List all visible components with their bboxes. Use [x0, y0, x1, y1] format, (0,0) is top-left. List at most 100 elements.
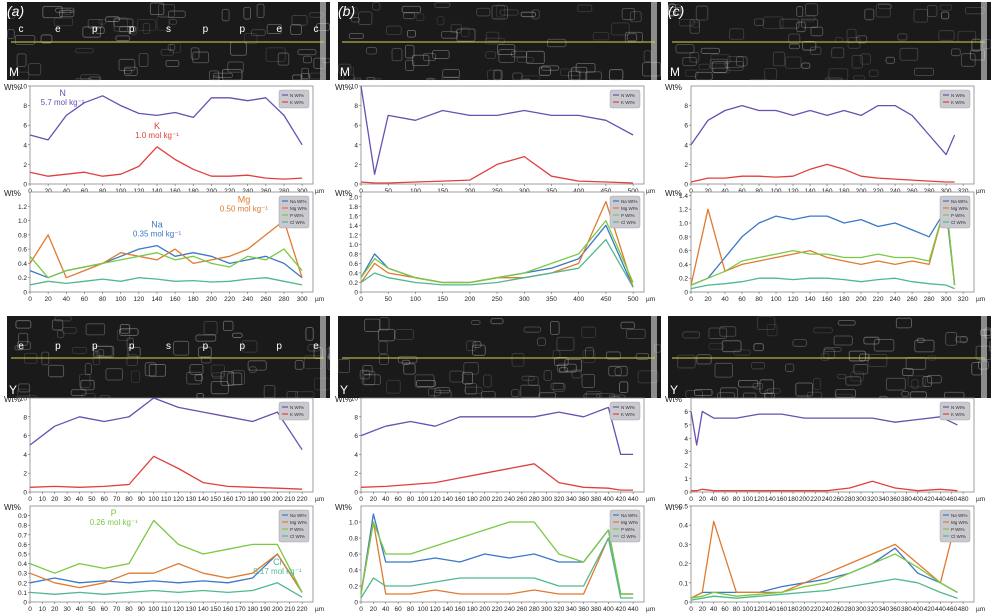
- cell-outline: [203, 321, 218, 335]
- cell-outline: [713, 66, 731, 74]
- cell-outline: [124, 66, 138, 76]
- x-tick-label: 180: [839, 296, 850, 303]
- cell-outline: [496, 4, 505, 18]
- x-tick-label: 50: [88, 496, 96, 503]
- cell-outline: [585, 71, 602, 81]
- annotation-P: P: [111, 508, 117, 518]
- x-tick-label: 320: [867, 606, 878, 613]
- x-tick-label: 300: [297, 188, 308, 195]
- y-tick-label: 1.0: [349, 520, 358, 527]
- cell-outline: [668, 4, 682, 12]
- cell-outline: [167, 44, 176, 51]
- plot-0-0-bottom: 0 0.2 0.4 0.6 0.8 1.0 1.2 0 20 40 60 80 100 120 140 160…: [4, 189, 324, 303]
- cell-outline: [28, 63, 42, 76]
- y-tick-label: 0.4: [349, 270, 358, 277]
- series-line-N: [29, 95, 303, 146]
- x-tick-label: 280: [844, 496, 855, 503]
- cell-outline: [621, 7, 636, 21]
- cell-outline: [959, 336, 968, 344]
- cell-outline: [556, 336, 575, 351]
- series-line-K: [29, 455, 303, 490]
- y-tick-label: 6: [684, 409, 688, 416]
- cell-outline: [864, 8, 875, 21]
- x-tick-label: 220: [224, 188, 235, 195]
- cell-outline: [537, 337, 546, 347]
- cell-outline: [679, 18, 695, 27]
- cell-outline: [345, 6, 358, 14]
- cell-outline: [538, 66, 551, 76]
- cell-outline: [434, 387, 451, 394]
- y-tick-label: 4: [354, 142, 358, 149]
- sample-label: Y: [340, 383, 348, 397]
- annotation-Cl: Cl: [273, 557, 282, 567]
- x-tick-label: 140: [198, 496, 209, 503]
- cell-outline: [42, 6, 63, 19]
- cell-outline: [15, 320, 32, 329]
- legend-label: Na Wt%: [951, 513, 968, 518]
- cell-outline: [449, 370, 464, 383]
- x-tick-label: 300: [941, 188, 952, 195]
- y-axis-label: Wt%: [4, 395, 21, 404]
- tissue-label: e: [276, 24, 282, 35]
- cell-outline: [511, 50, 528, 58]
- cell-outline: [772, 51, 786, 67]
- x-tick-label: 240: [890, 188, 901, 195]
- cell-outline: [18, 395, 37, 399]
- x-tick-label: 260: [907, 296, 918, 303]
- x-tick-label: 150: [437, 188, 448, 195]
- tissue-label: e: [18, 341, 24, 352]
- series-line-P: [29, 248, 303, 279]
- tissue-label: p: [239, 24, 245, 35]
- cell-outline: [696, 354, 712, 365]
- cell-outline: [802, 41, 817, 51]
- cell-outline: [860, 53, 871, 65]
- x-tick-label: 240: [504, 606, 515, 613]
- x-tick-label: 200: [206, 188, 217, 195]
- x-tick-label: 70: [113, 496, 121, 503]
- cell-outline: [378, 354, 389, 365]
- cell-outline: [231, 370, 245, 385]
- cell-outline: [277, 52, 290, 66]
- cell-outline: [694, 388, 713, 396]
- cell-outline: [17, 341, 31, 350]
- x-tick-label: 0: [359, 606, 363, 613]
- cell-outline: [779, 18, 800, 29]
- x-tick-label: 360: [578, 606, 589, 613]
- legend-box: [278, 509, 310, 543]
- x-tick-label: 220: [873, 188, 884, 195]
- cell-outline: [708, 327, 727, 339]
- x-tick-label: 160: [455, 606, 466, 613]
- legend-label: P Wt%: [621, 527, 635, 532]
- x-tick-label: 220: [810, 606, 821, 613]
- y-tick-label: 0.4: [349, 568, 358, 575]
- x-tick-label: 200: [799, 606, 810, 613]
- y-axis-label: Wt%: [4, 83, 21, 92]
- cell-outline: [541, 65, 560, 71]
- y-tick-label: 0.8: [18, 232, 27, 239]
- x-tick-label: 400: [912, 606, 923, 613]
- x-unit-label: µm: [646, 496, 655, 503]
- cell-outline: [462, 371, 473, 385]
- x-tick-label: 200: [464, 188, 475, 195]
- panel-label-0: (a): [7, 3, 24, 19]
- plot-1-0-bottom: 00.20.40.60.81.01.21.41.61.82.00 50 100 150…: [335, 189, 655, 303]
- cell-outline: [831, 47, 845, 59]
- annotation-K-value: 1.0 mol kg⁻¹: [135, 131, 179, 140]
- y-tick-label: 2: [354, 162, 358, 169]
- cell-outline: [472, 344, 486, 356]
- cell-outline: [353, 77, 362, 81]
- cell-outline: [432, 50, 450, 59]
- y-tick-label: 0.6: [679, 248, 688, 255]
- x-tick-label: 40: [76, 606, 84, 613]
- cell-outline: [689, 52, 700, 63]
- legend-label: Mg Wt%: [951, 206, 968, 211]
- x-tick-label: 140: [442, 606, 453, 613]
- x-tick-label: 180: [839, 188, 850, 195]
- x-tick-label: 160: [776, 496, 787, 503]
- legend-label: Na Wt%: [621, 513, 638, 518]
- cell-outline: [914, 67, 934, 77]
- x-unit-label: µm: [646, 606, 655, 613]
- micrograph-2-1: Y: [668, 316, 992, 399]
- x-tick-label: 280: [924, 296, 935, 303]
- cell-outline: [290, 24, 302, 35]
